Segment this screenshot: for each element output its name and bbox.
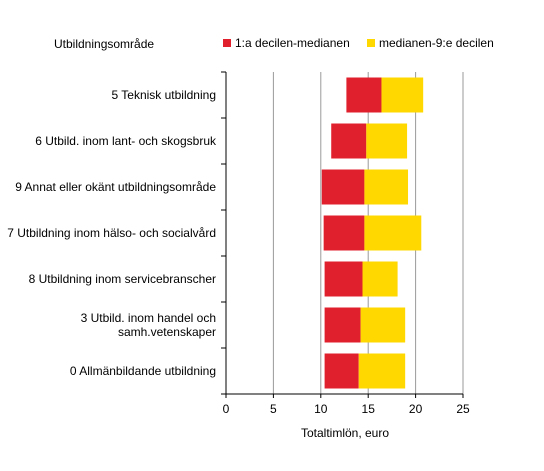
x-tick-label-5: 25 [456,402,470,416]
legend-label-median-ninth-decile: medianen-9:e decilen [379,36,494,50]
bar-series-1-category-0 [381,77,424,113]
bar-series-0-category-0 [346,77,382,113]
legend-swatch-median-ninth-decile [367,39,375,47]
x-tick-labels: 0 5 10 15 20 25 [223,402,470,416]
bar-series-0-category-6 [324,353,359,389]
category-label-1: 6 Utbild. inom lant- och skogsbruk [35,134,217,148]
bar-series-0-category-2 [321,169,365,205]
bar-series-0-category-4 [324,261,363,297]
legend: 1:a decilen-medianen medianen-9:e decile… [223,36,494,50]
category-labels: 5 Teknisk utbildning 6 Utbild. inom lant-… [7,88,217,378]
category-label-3: 7 Utbildning inom hälso- och socialvård [7,226,216,240]
bar-series-1-category-5 [360,307,406,343]
bar-series-0-category-3 [323,215,365,251]
x-tick-label-4: 20 [409,402,423,416]
bar-series-0-category-1 [331,123,367,159]
category-label-0: 5 Teknisk utbildning [111,88,216,102]
legend-swatch-first-decile-median [223,39,231,47]
x-tick-label-3: 15 [362,402,376,416]
axes [221,71,464,398]
x-tick-label-1: 5 [270,402,277,416]
category-label-6: 0 Allmänbildande utbildning [70,364,216,378]
category-label-4: 8 Utbildning inom servicebranscher [29,272,216,286]
x-axis-title: Totaltimlön, euro [301,426,389,440]
category-label-2: 9 Annat eller okänt utbildningsområde [15,180,216,194]
category-axis-title: Utbildningsområde [54,37,154,51]
category-label-5-line-1: samh.vetenskaper [118,325,216,339]
bar-series-1-category-4 [362,261,398,297]
category-label-5-line-0: 3 Utbild. inom handel och [81,311,216,325]
x-tick-label-0: 0 [223,402,230,416]
bar-series-0-category-5 [324,307,361,343]
bar-series-1-category-3 [364,215,422,251]
legend-label-first-decile-median: 1:a decilen-medianen [235,36,350,50]
x-tick-label-2: 10 [314,402,328,416]
bar-series-1-category-1 [366,123,408,159]
bar-series-1-category-2 [364,169,409,205]
bar-series-1-category-6 [358,353,406,389]
bars [321,77,424,389]
